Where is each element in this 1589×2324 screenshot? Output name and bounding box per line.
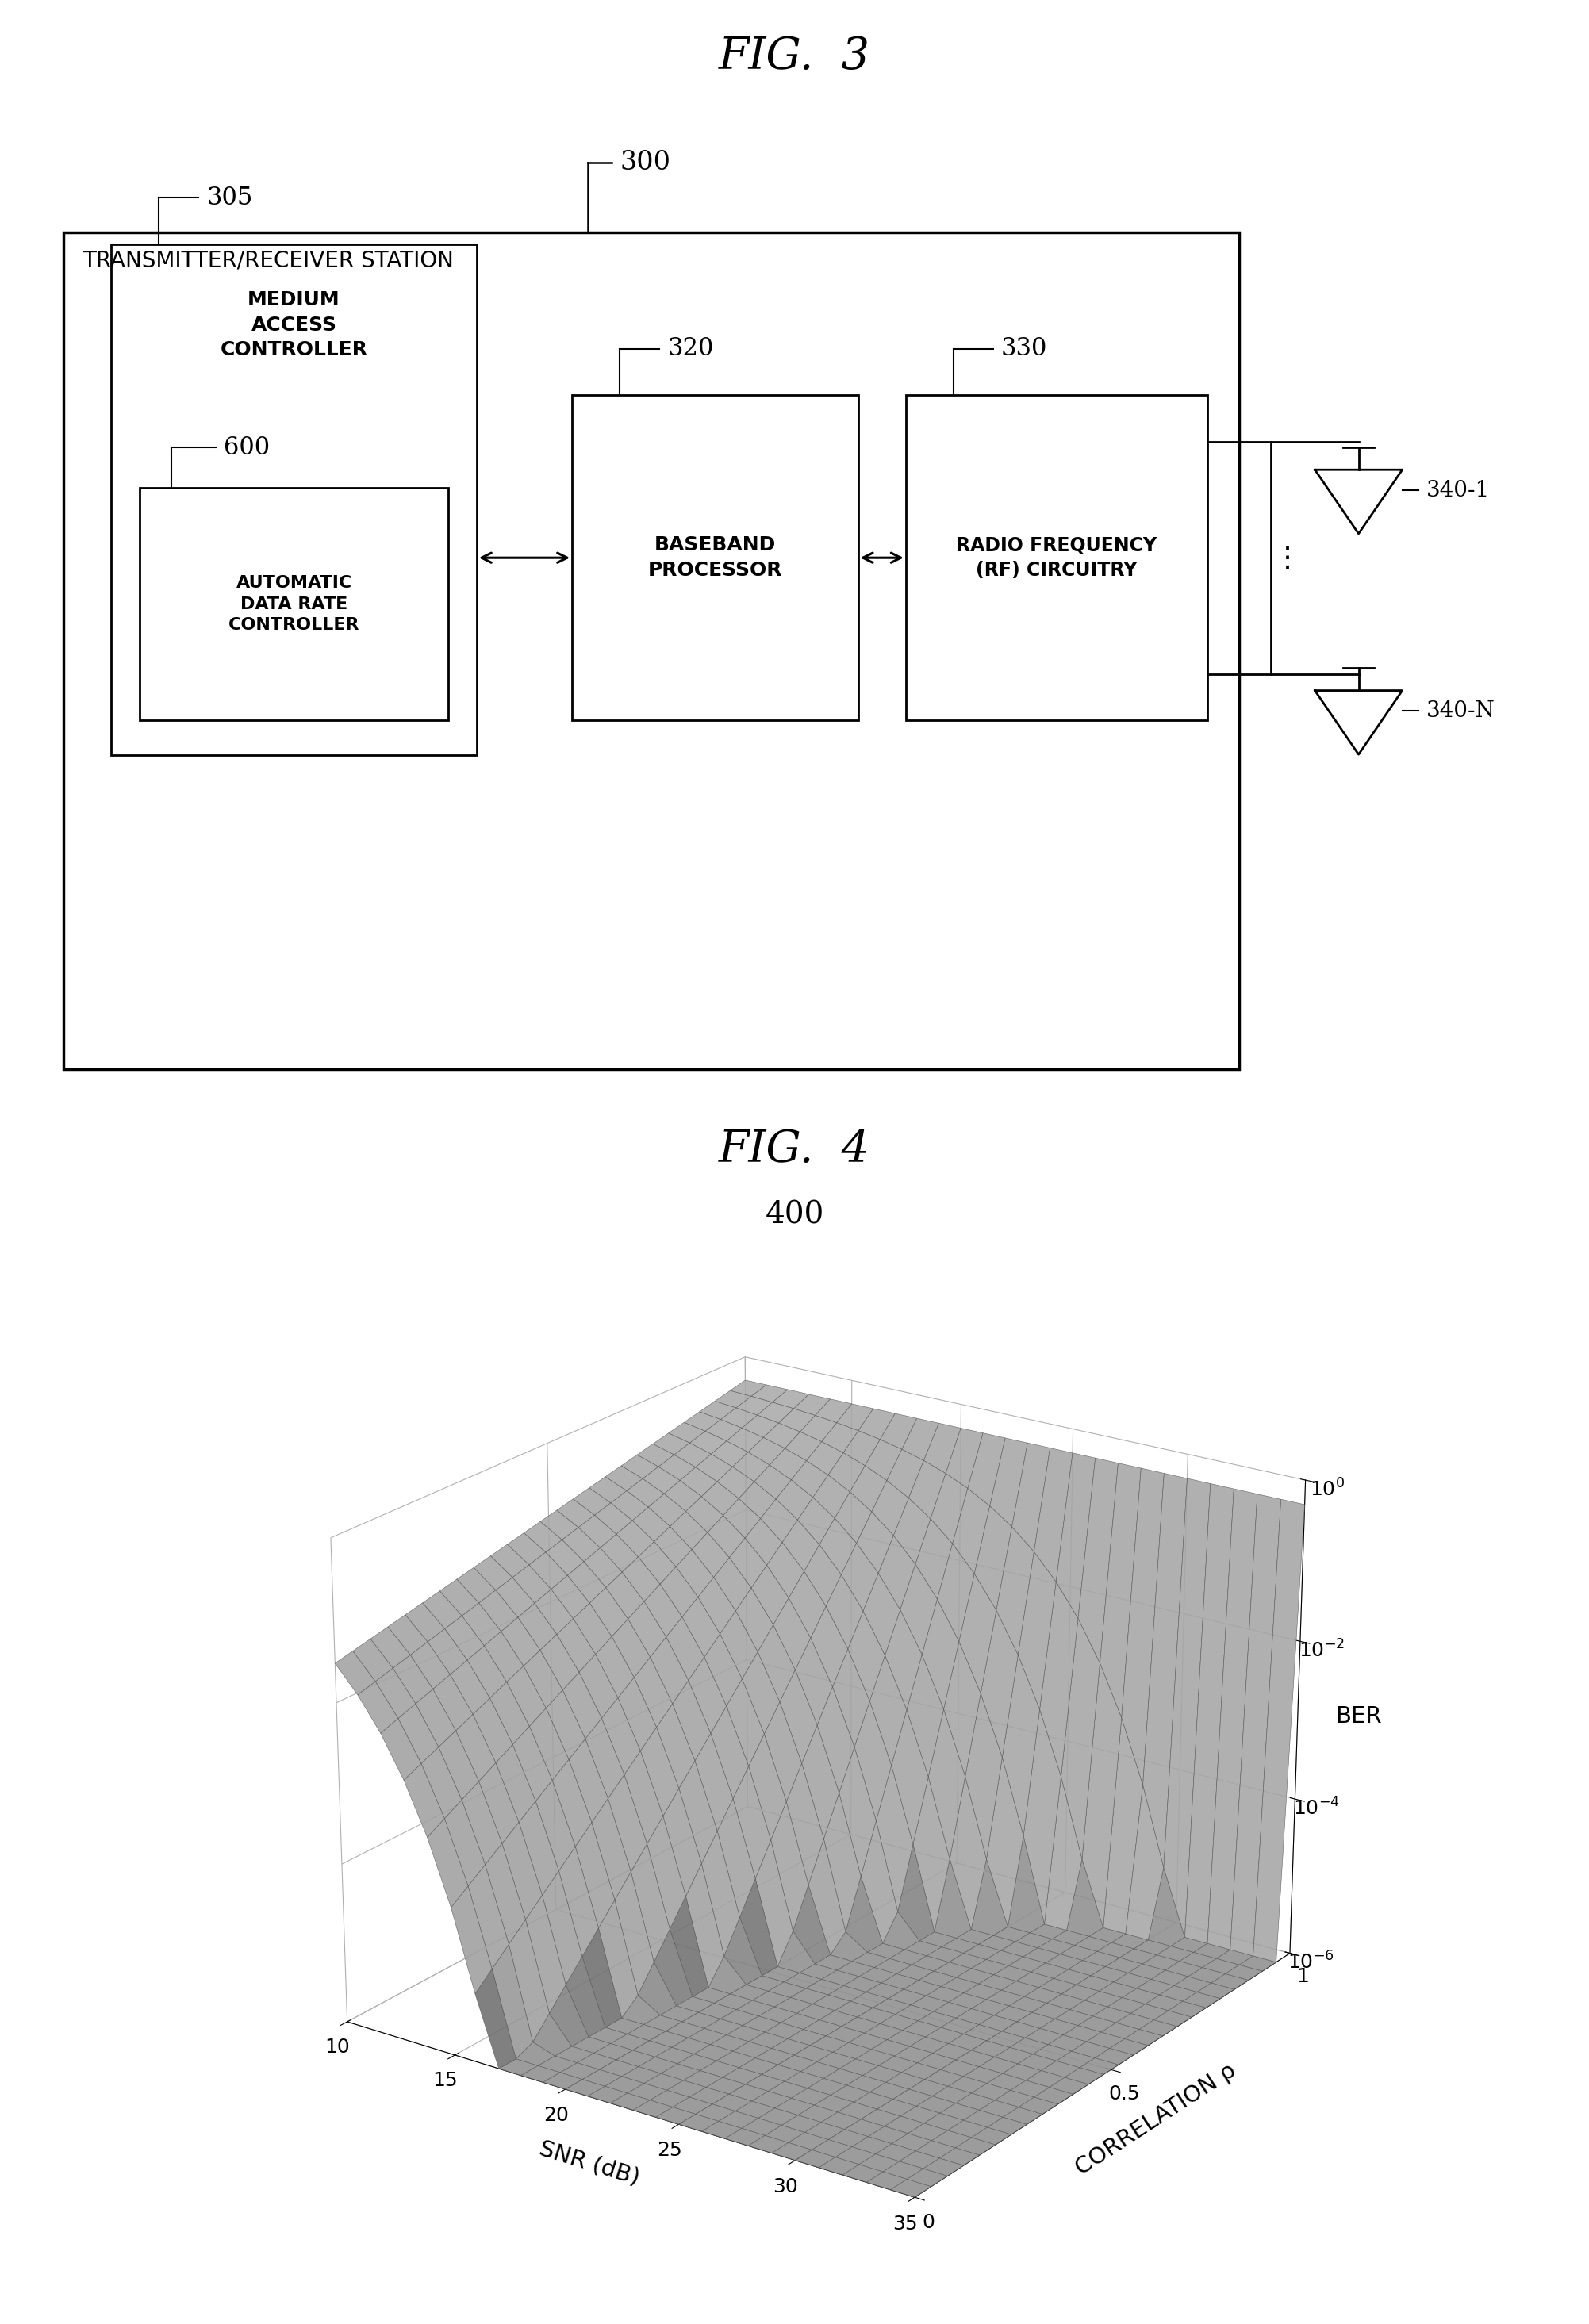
Text: 600: 600 <box>224 435 270 460</box>
Text: BASEBAND
PROCESSOR: BASEBAND PROCESSOR <box>648 537 782 579</box>
Text: MEDIUM
ACCESS
CONTROLLER: MEDIUM ACCESS CONTROLLER <box>221 290 367 360</box>
Text: FIG.  4: FIG. 4 <box>718 1127 871 1171</box>
Text: 340-N: 340-N <box>1427 700 1495 723</box>
Bar <box>572 395 858 720</box>
Text: TRANSMITTER/RECEIVER STATION: TRANSMITTER/RECEIVER STATION <box>83 251 454 272</box>
X-axis label: SNR (dB): SNR (dB) <box>537 2138 642 2189</box>
Bar <box>140 488 448 720</box>
Bar <box>111 244 477 755</box>
Text: ⋮: ⋮ <box>1273 544 1301 572</box>
Text: RADIO FREQUENCY
(RF) CIRCUITRY: RADIO FREQUENCY (RF) CIRCUITRY <box>957 537 1157 579</box>
Text: FIG.  3: FIG. 3 <box>718 35 871 79</box>
Text: 320: 320 <box>667 337 713 360</box>
Bar <box>64 232 1239 1069</box>
Text: 300: 300 <box>620 151 671 174</box>
Text: 400: 400 <box>764 1202 825 1229</box>
Y-axis label: CORRELATION ρ: CORRELATION ρ <box>1071 2059 1239 2180</box>
Text: AUTOMATIC
DATA RATE
CONTROLLER: AUTOMATIC DATA RATE CONTROLLER <box>229 576 359 632</box>
Bar <box>906 395 1208 720</box>
Text: 330: 330 <box>1001 337 1047 360</box>
Text: 305: 305 <box>207 186 253 209</box>
Text: 340-1: 340-1 <box>1427 479 1490 502</box>
